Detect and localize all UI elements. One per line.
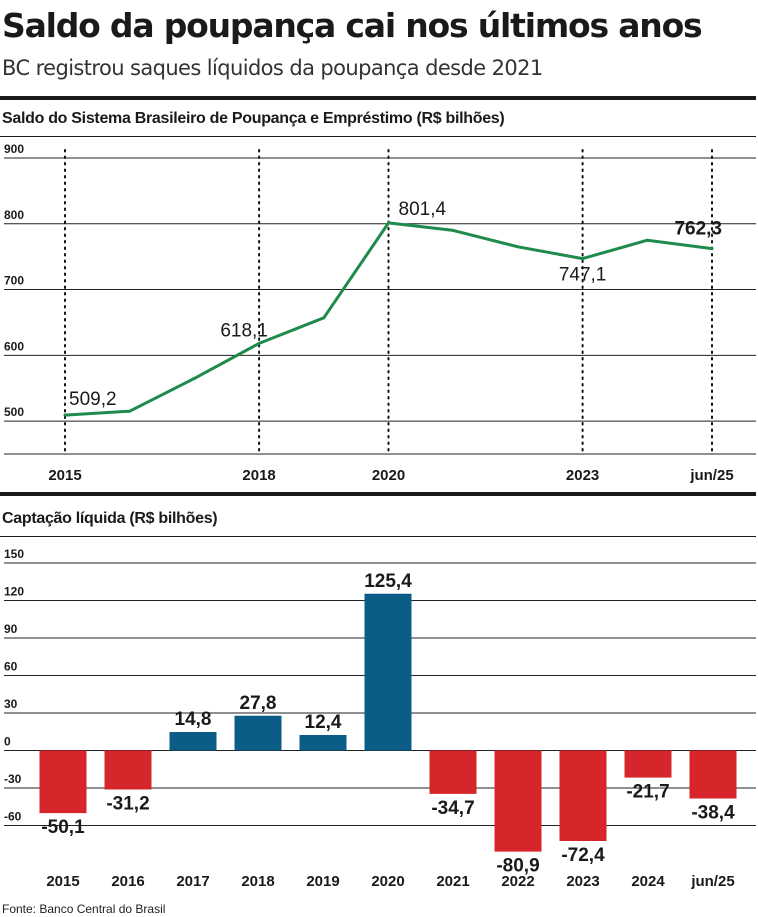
x-tick-label: 2020 [372,467,405,484]
middle-divider [0,492,756,496]
data-label: 747,1 [559,265,607,286]
data-label: 762,3 [674,219,722,240]
y-tick-label: 600 [4,339,24,353]
net-deposits-bar-chart: 150 120 90 60 30 0 -30 -60 -50,1 2015 -31,2 2016 14,… [4,547,756,890]
bar [494,750,542,852]
y-tick-label: 700 [4,274,24,288]
subheadline: BC registrou saques líquidos da poupança… [2,56,543,80]
y-tick-label: 30 [4,697,18,711]
series-point [192,376,196,380]
x-tick-label: 2018 [241,873,274,890]
bar-value-label: 14,8 [175,709,212,730]
series-point [387,221,390,225]
bar-value-label: -80,9 [496,856,539,877]
bar-value-label: -34,7 [431,798,474,819]
y-tick-label: 60 [4,660,18,674]
y-tick-label: 900 [4,142,24,156]
headline: Saldo da poupança cai nos últimos anos [2,6,703,45]
y-tick-label: -60 [4,810,22,824]
x-tick-label: 2018 [242,467,275,484]
bar-value-label: 27,8 [240,693,277,714]
x-tick-label: 2022 [501,873,534,890]
x-tick-label: 2015 [48,467,81,484]
y-tick-label: 150 [4,547,24,561]
series-point [322,316,326,320]
series-point [257,341,261,345]
series-point [63,413,67,417]
bar-value-label: -31,2 [106,794,149,815]
x-tick-label: 2023 [566,873,599,890]
bar [624,750,672,778]
bar [429,750,477,794]
bar [169,732,217,751]
data-label: 801,4 [399,199,447,220]
bar-value-label: 125,4 [364,571,412,592]
x-tick-label: 2023 [566,467,599,484]
top-divider [0,96,756,100]
bar-chart-divider [0,536,756,537]
bar-value-label: 12,4 [305,712,342,733]
source-note: Fonte: Banco Central do Brasil [2,902,166,916]
bar-value-label: -21,7 [626,782,669,803]
balance-line-chart: 900 800 700 600 500 2015 2018 2020 2023 jun/25 509… [4,142,756,484]
line-chart-title: Saldo do Sistema Brasileiro de Poupança … [2,110,505,127]
x-tick-label: 2015 [46,873,79,890]
bar [104,750,152,790]
series-point [128,409,132,413]
bar-value-label: -72,4 [561,845,605,866]
series-point [645,238,649,242]
series-point [516,245,520,249]
y-tick-label: 800 [4,208,24,222]
series-point [581,257,585,261]
line-chart-divider [0,136,756,137]
x-tick-label: 2019 [306,873,339,890]
y-tick-label: 500 [4,405,24,419]
x-tick-label: 2021 [436,873,469,890]
bar-value-label: -38,4 [691,803,735,824]
x-tick-label: jun/25 [689,467,733,484]
bar [39,750,87,814]
x-tick-label: 2017 [176,873,209,890]
x-tick-label: 2024 [631,873,665,890]
y-tick-label: -30 [4,772,22,786]
y-tick-label: 90 [4,622,18,636]
data-label: 509,2 [69,389,117,410]
bar [299,735,347,751]
series-point [451,228,455,232]
x-tick-label: jun/25 [690,873,734,890]
bar [364,593,412,751]
x-tick-label: 2016 [111,873,144,890]
bar [234,715,282,751]
bar-value-label: -50,1 [41,817,85,838]
y-tick-label: 120 [4,585,24,599]
y-tick-label: 0 [4,735,11,749]
x-tick-label: 2020 [371,873,404,890]
bar [559,750,607,841]
bar [689,750,737,799]
series-point [710,247,714,251]
data-label: 618,1 [220,320,268,341]
bar-chart-title: Captação líquida (R$ bilhões) [2,510,218,527]
